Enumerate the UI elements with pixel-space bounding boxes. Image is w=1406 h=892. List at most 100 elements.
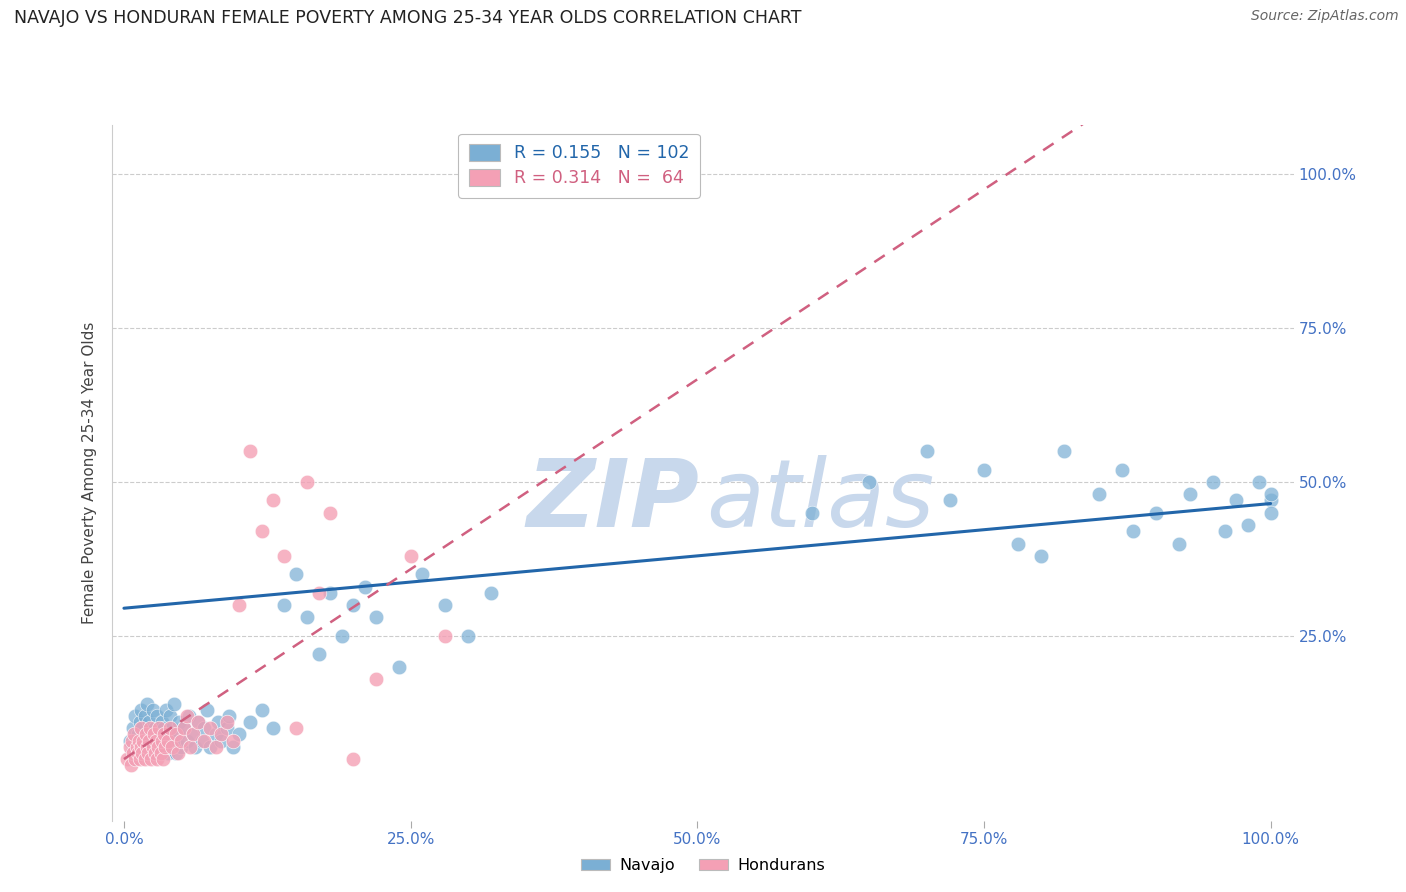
Point	[207, 715, 229, 730]
Point	[122, 746, 145, 760]
Legend: Navajo, Hondurans: Navajo, Hondurans	[575, 852, 831, 880]
Point	[139, 739, 162, 754]
Point	[135, 739, 157, 754]
Point	[1122, 524, 1144, 539]
Point	[297, 610, 319, 624]
Point	[173, 721, 195, 735]
Point	[142, 703, 165, 717]
Text: Source: ZipAtlas.com: Source: ZipAtlas.com	[1251, 9, 1399, 23]
Point	[228, 598, 250, 612]
Point	[1144, 506, 1167, 520]
Point	[938, 493, 960, 508]
Point	[1167, 536, 1189, 550]
Point	[284, 721, 307, 735]
Point	[160, 721, 183, 735]
Point	[131, 721, 153, 735]
Point	[141, 752, 163, 766]
Point	[122, 727, 145, 741]
Point	[181, 727, 204, 741]
Point	[191, 733, 214, 747]
Point	[800, 506, 823, 520]
Text: NAVAJO VS HONDURAN FEMALE POVERTY AMONG 25-34 YEAR OLDS CORRELATION CHART: NAVAJO VS HONDURAN FEMALE POVERTY AMONG …	[14, 9, 801, 27]
Point	[204, 739, 226, 754]
Point	[120, 758, 142, 772]
Point	[146, 752, 169, 766]
Point	[129, 739, 152, 754]
Point	[135, 727, 157, 741]
Point	[388, 659, 411, 673]
Point	[159, 709, 181, 723]
Point	[342, 598, 364, 612]
Point	[124, 739, 146, 754]
Point	[184, 739, 207, 754]
Point	[131, 746, 153, 760]
Point	[166, 746, 188, 760]
Point	[163, 697, 186, 711]
Point	[132, 733, 155, 747]
Point	[159, 721, 181, 735]
Point	[1236, 518, 1258, 533]
Point	[1260, 487, 1282, 501]
Point	[118, 739, 141, 754]
Point	[149, 746, 172, 760]
Point	[170, 733, 193, 747]
Point	[973, 463, 995, 477]
Point	[284, 567, 307, 582]
Point	[1249, 475, 1271, 489]
Y-axis label: Female Poverty Among 25-34 Year Olds: Female Poverty Among 25-34 Year Olds	[82, 322, 97, 624]
Point	[479, 586, 502, 600]
Point	[156, 746, 179, 760]
Point	[128, 733, 150, 747]
Text: atlas: atlas	[707, 455, 935, 546]
Point	[117, 752, 139, 766]
Point	[222, 739, 245, 754]
Point	[915, 444, 938, 458]
Point	[1260, 506, 1282, 520]
Point	[366, 610, 388, 624]
Point	[143, 746, 166, 760]
Point	[138, 715, 160, 730]
Point	[156, 733, 179, 747]
Point	[1031, 549, 1053, 563]
Point	[1111, 463, 1133, 477]
Point	[149, 727, 172, 741]
Point	[239, 715, 262, 730]
Point	[173, 721, 195, 735]
Point	[125, 739, 148, 754]
Point	[138, 733, 160, 747]
Point	[118, 733, 141, 747]
Point	[146, 709, 169, 723]
Point	[179, 709, 201, 723]
Point	[150, 733, 173, 747]
Point	[143, 721, 166, 735]
Point	[135, 697, 157, 711]
Point	[165, 746, 187, 760]
Point	[157, 727, 180, 741]
Point	[273, 598, 295, 612]
Point	[217, 721, 239, 735]
Point	[297, 475, 319, 489]
Point	[209, 727, 232, 741]
Point	[155, 739, 177, 754]
Point	[141, 727, 163, 741]
Point	[128, 746, 150, 760]
Point	[153, 721, 176, 735]
Point	[262, 493, 284, 508]
Point	[129, 733, 152, 747]
Point	[136, 733, 159, 747]
Point	[152, 739, 174, 754]
Point	[176, 733, 198, 747]
Point	[160, 739, 183, 754]
Point	[193, 733, 215, 747]
Point	[319, 506, 342, 520]
Point	[250, 703, 273, 717]
Point	[136, 746, 159, 760]
Point	[411, 567, 433, 582]
Point	[148, 739, 170, 754]
Point	[1007, 536, 1029, 550]
Point	[142, 746, 165, 760]
Point	[1053, 444, 1076, 458]
Point	[342, 752, 364, 766]
Point	[250, 524, 273, 539]
Point	[222, 733, 245, 747]
